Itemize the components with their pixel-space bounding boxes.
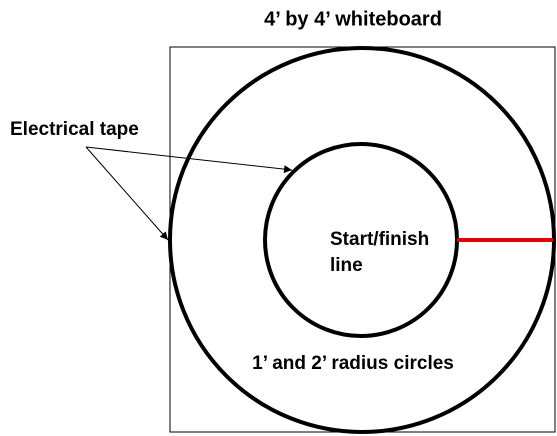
start-finish-label: line <box>330 255 363 276</box>
start-finish-label: Start/finish <box>330 229 429 250</box>
circles-label: 1’ and 2’ radius circles <box>252 353 454 374</box>
outer-circle <box>168 46 556 434</box>
arrow <box>85 146 293 174</box>
arrow <box>85 146 169 241</box>
tape-label: Electrical tape <box>10 119 139 140</box>
title: 4’ by 4’ whiteboard <box>264 8 442 30</box>
